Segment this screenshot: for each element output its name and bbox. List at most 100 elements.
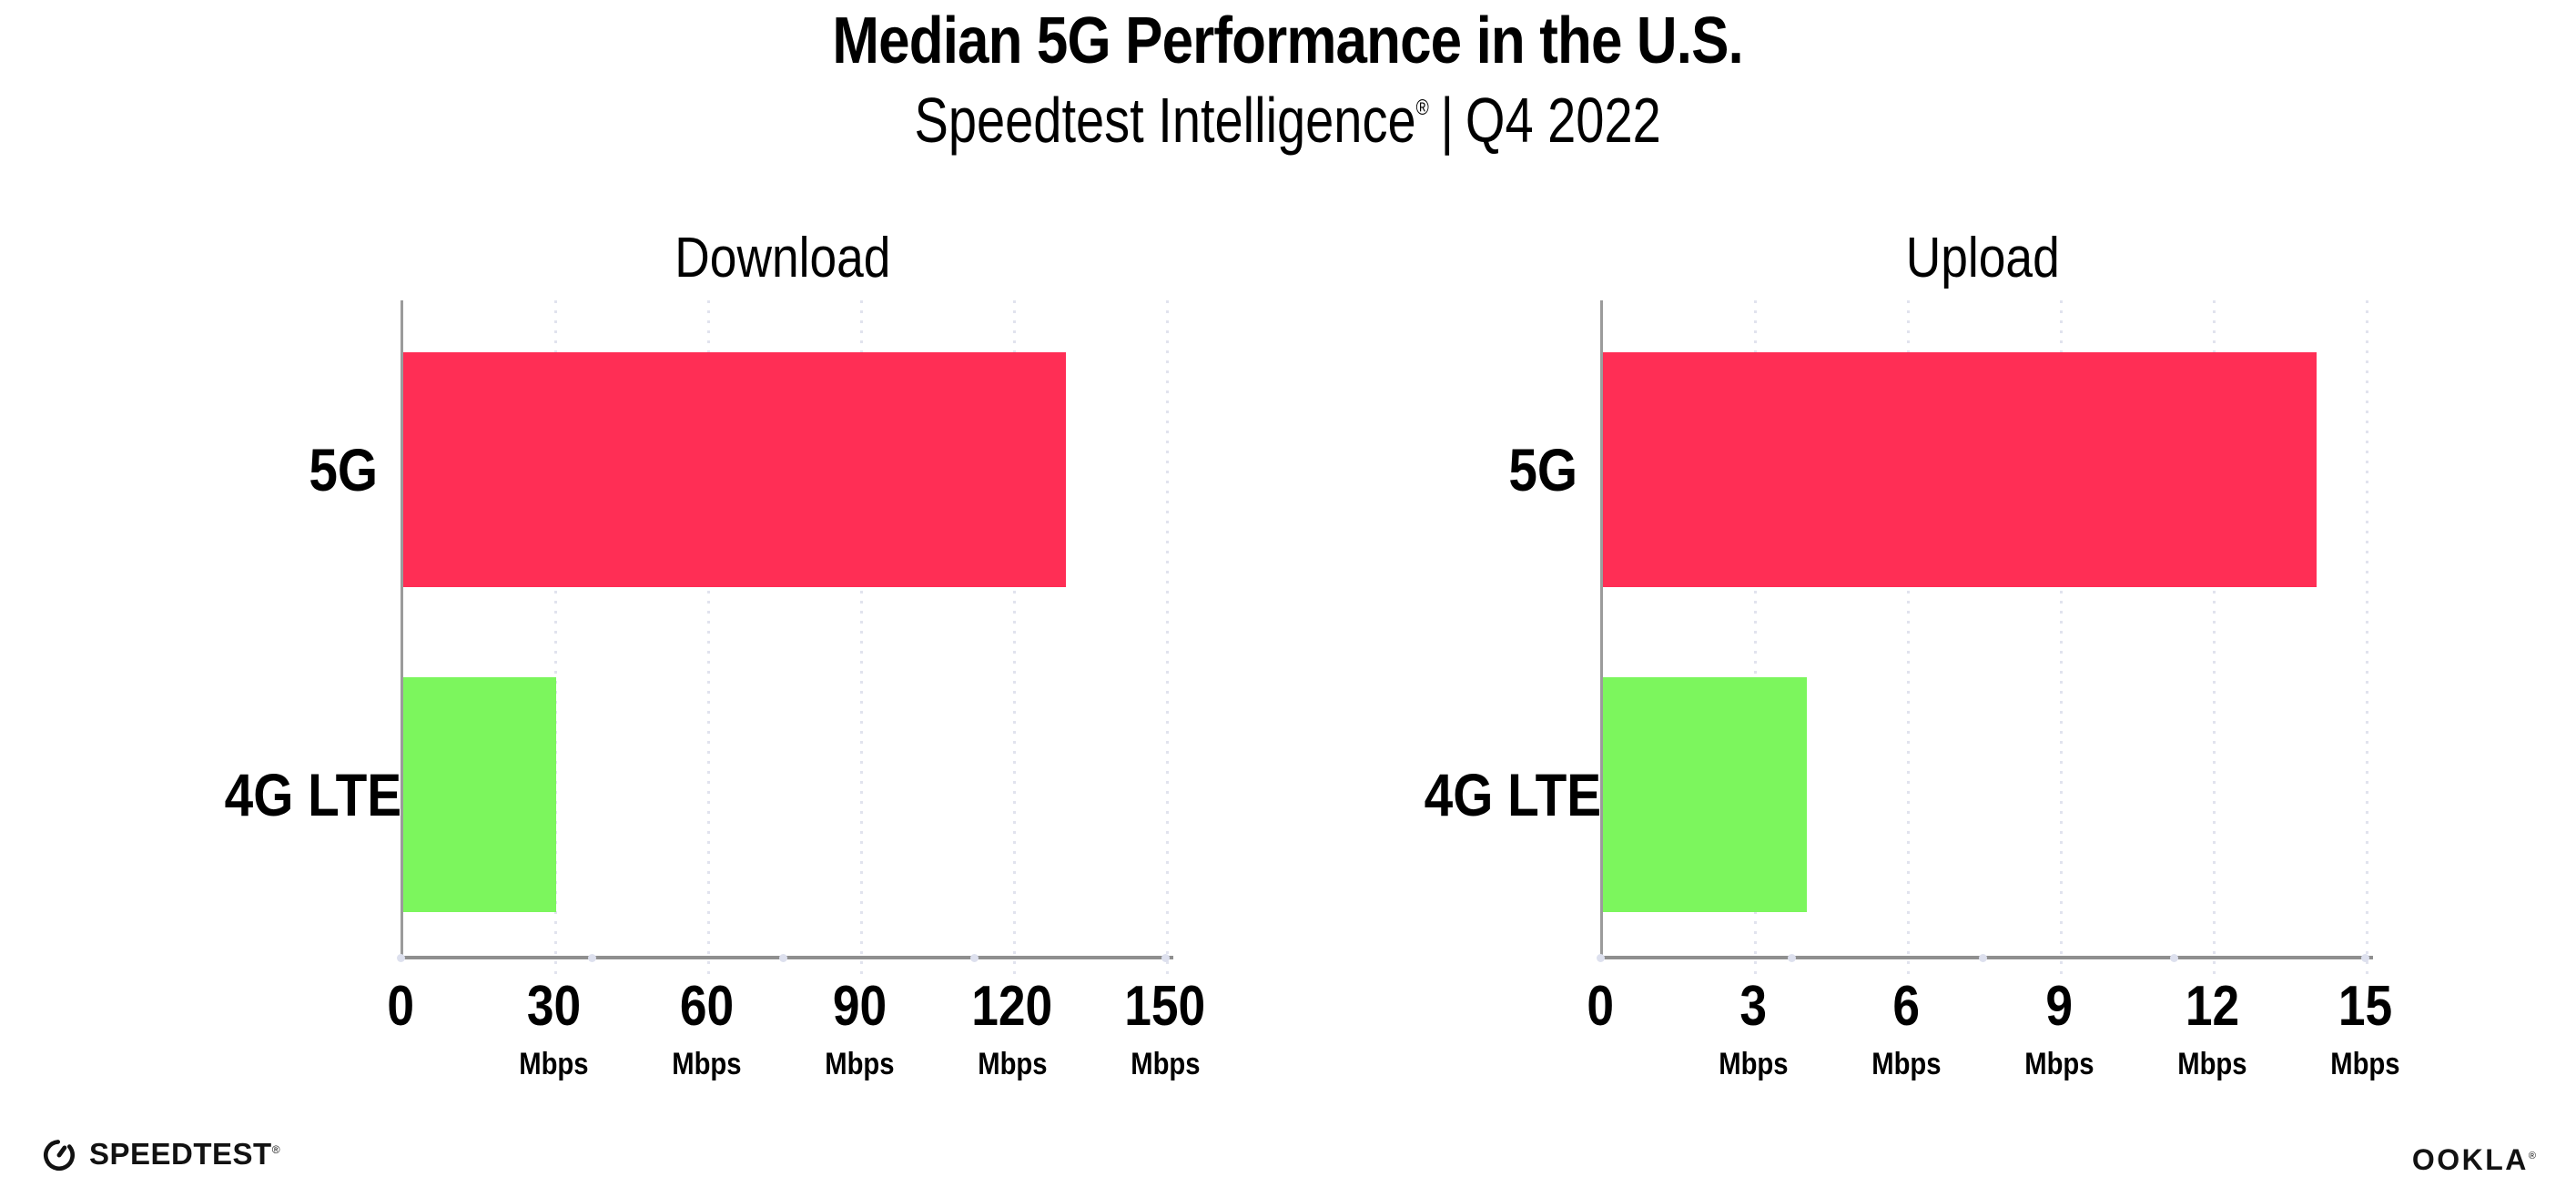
gridline-12 <box>2213 300 2216 974</box>
x-tick-unit-text: Mbps <box>1718 1047 1789 1081</box>
axis-marker-dot-3 <box>970 954 979 962</box>
x-tick-value-text: 150 <box>1124 975 1206 1038</box>
x-tick-value-text: 12 <box>2185 975 2239 1038</box>
x-tick-value-text: 15 <box>2338 975 2392 1038</box>
x-tick-value: 3 <box>1680 977 1826 1037</box>
x-tick-value-text: 6 <box>1892 975 1920 1038</box>
x-tick-9: 9 Mbps <box>1986 977 2132 1081</box>
x-tick-3: 3 Mbps <box>1680 977 1826 1081</box>
axis-marker-dot-0 <box>397 954 405 962</box>
speedtest-logo: SPEEDTEST® <box>40 1135 280 1173</box>
row-label-4g-lte: 4G LTE <box>196 754 401 836</box>
bar-5g <box>1603 352 2317 587</box>
x-tick-unit-text: Mbps <box>824 1047 895 1081</box>
x-tick-value-text: 60 <box>679 975 734 1038</box>
gridline-120 <box>1013 300 1016 974</box>
x-tick-value: 9 <box>1986 977 2132 1037</box>
x-tick-value-text: 0 <box>1587 975 1614 1038</box>
x-tick-0: 0 <box>328 977 473 1037</box>
row-label-text: 4G LTE <box>1424 761 1602 828</box>
upload-chart-title: Upload <box>1905 227 2060 289</box>
x-tick-value-text: 3 <box>1739 975 1767 1038</box>
page-title-text: Median 5G Performance in the U.S. <box>832 5 1744 77</box>
x-tick-value-text: 90 <box>832 975 887 1038</box>
axis-marker-dot-4 <box>1161 954 1170 962</box>
axis-marker-dot-4 <box>2361 954 2369 962</box>
subtitle-brand: Speedtest Intelligence <box>914 85 1416 156</box>
axis-marker-dot-3 <box>2170 954 2178 962</box>
x-tick-value: 12 <box>2139 977 2285 1037</box>
row-label-text: 5G <box>1508 436 1577 503</box>
subtitle-separator: | <box>1440 85 1455 156</box>
x-tick-unit: Mbps <box>1833 1048 1979 1080</box>
registered-mark: ® <box>1415 96 1430 120</box>
x-tick-unit-text: Mbps <box>977 1047 1048 1081</box>
upload-chart: Upload 5G 4G LTE 0 3 Mbps 6 Mbps 9 Mbps 12 Mbps 15 M… <box>1395 227 2576 1147</box>
bar-4g-lte <box>403 677 556 912</box>
x-tick-90: 90 Mbps <box>786 977 932 1081</box>
x-tick-value: 120 <box>939 977 1085 1037</box>
x-tick-value: 0 <box>1527 977 1673 1037</box>
page-subtitle: Speedtest Intelligence® | Q4 2022 <box>0 85 2576 156</box>
x-tick-unit: Mbps <box>1986 1048 2132 1080</box>
x-tick-15: 15 Mbps <box>2292 977 2438 1081</box>
x-tick-unit-text: Mbps <box>2176 1047 2247 1081</box>
x-tick-value: 90 <box>786 977 932 1037</box>
x-tick-unit: Mbps <box>1680 1048 1826 1080</box>
x-tick-unit-text: Mbps <box>1130 1047 1201 1081</box>
x-tick-12: 12 Mbps <box>2139 977 2285 1081</box>
row-label-text: 5G <box>309 436 378 503</box>
ookla-logo: OOKLA® <box>2412 1143 2536 1177</box>
row-label-4g-lte: 4G LTE <box>1395 754 1601 836</box>
upload-plot-area <box>1600 300 2368 974</box>
x-tick-unit: Mbps <box>2292 1048 2438 1080</box>
page-title: Median 5G Performance in the U.S. <box>0 5 2576 77</box>
download-chart: Download 5G 4G LTE 0 30 Mbps 60 Mbps 90 Mbps 120 M… <box>196 227 1415 1147</box>
ookla-wordmark: OOKLA <box>2411 1143 2529 1176</box>
x-tick-unit-text: Mbps <box>2329 1047 2400 1081</box>
x-tick-unit: Mbps <box>634 1048 779 1080</box>
gridline-9 <box>2060 300 2063 974</box>
speedtest-trademark: ® <box>271 1143 280 1156</box>
axis-marker-dot-0 <box>1597 954 1605 962</box>
x-tick-value-text: 120 <box>971 975 1053 1038</box>
x-tick-unit: Mbps <box>481 1048 626 1080</box>
x-tick-value: 15 <box>2292 977 2438 1037</box>
x-tick-unit-text: Mbps <box>671 1047 742 1081</box>
gridline-90 <box>860 300 863 974</box>
axis-marker-dot-2 <box>779 954 787 962</box>
x-tick-30: 30 Mbps <box>481 977 626 1081</box>
x-tick-value: 60 <box>634 977 779 1037</box>
axis-marker-dot-1 <box>588 954 596 962</box>
x-tick-value: 30 <box>481 977 626 1037</box>
row-label-text: 4G LTE <box>224 761 402 828</box>
bar-4g-lte <box>1603 677 1807 912</box>
axis-marker-dot-1 <box>1788 954 1796 962</box>
row-label-5g: 5G <box>196 429 378 511</box>
gridline-6 <box>1907 300 1910 974</box>
x-tick-0: 0 <box>1527 977 1673 1037</box>
speedtest-gauge-icon <box>43 1140 75 1172</box>
x-tick-value-text: 9 <box>2045 975 2073 1038</box>
gridline-60 <box>707 300 710 974</box>
x-tick-60: 60 Mbps <box>634 977 779 1081</box>
x-tick-unit-text: Mbps <box>518 1047 589 1081</box>
page-subtitle-text: Speedtest Intelligence® | Q4 2022 <box>914 85 1661 156</box>
x-tick-unit: Mbps <box>939 1048 1085 1080</box>
download-plot-area <box>401 300 1169 974</box>
speedtest-wordmark: SPEEDTEST <box>89 1137 272 1171</box>
x-tick-150: 150 Mbps <box>1092 975 1238 1081</box>
axis-marker-dot-2 <box>1979 954 1987 962</box>
x-tick-value-text: 30 <box>526 975 581 1038</box>
ookla-trademark: ® <box>2528 1151 2536 1161</box>
x-tick-unit: Mbps <box>1092 1048 1238 1080</box>
gridline-150 <box>1166 300 1169 974</box>
x-tick-value: 0 <box>328 977 473 1037</box>
gridline-3 <box>1754 300 1757 974</box>
row-label-5g: 5G <box>1395 429 1577 511</box>
x-tick-unit-text: Mbps <box>1871 1047 1942 1081</box>
x-tick-unit-text: Mbps <box>2023 1047 2094 1081</box>
x-tick-value-text: 0 <box>387 975 414 1038</box>
gridline-30 <box>554 300 557 974</box>
